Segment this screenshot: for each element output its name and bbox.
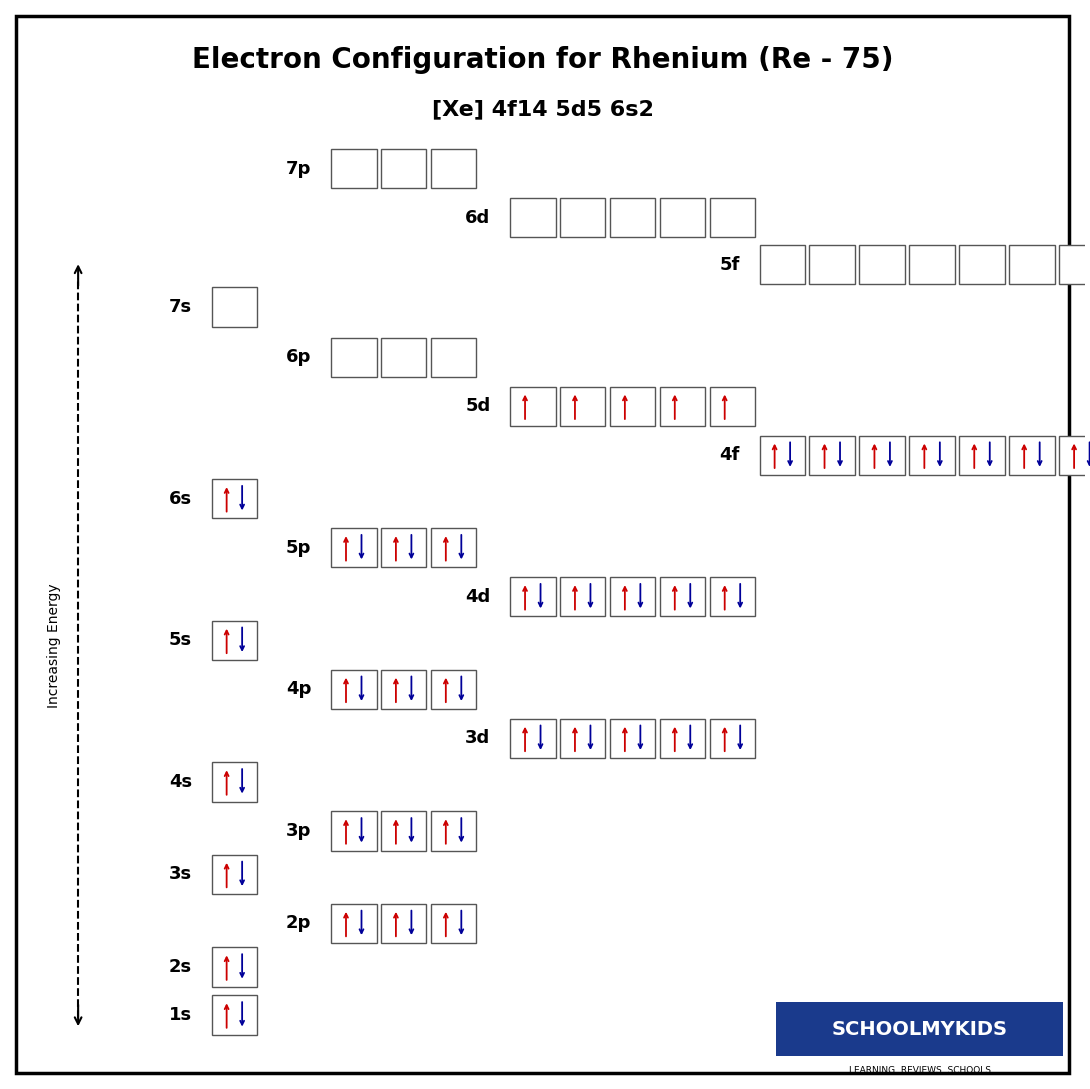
Text: 7s: 7s [169,298,192,316]
Text: 2s: 2s [169,958,192,976]
Text: 6d: 6d [465,209,490,227]
Text: LEARNING. REVIEWS. SCHOOLS: LEARNING. REVIEWS. SCHOOLS [849,1066,991,1075]
Text: 6p: 6p [286,348,312,366]
Text: 4f: 4f [719,446,740,464]
Text: 3s: 3s [169,866,192,883]
Text: 6s: 6s [169,490,192,507]
Text: SCHOOLMYKIDS: SCHOOLMYKIDS [832,1019,1007,1039]
FancyBboxPatch shape [510,719,556,758]
FancyBboxPatch shape [609,198,655,237]
FancyBboxPatch shape [211,762,257,802]
Text: Increasing Energy: Increasing Energy [47,583,61,708]
Text: 4p: 4p [286,681,312,698]
Text: 4s: 4s [169,773,192,791]
FancyBboxPatch shape [560,198,605,237]
FancyBboxPatch shape [659,198,705,237]
FancyBboxPatch shape [659,719,705,758]
Text: [Xe] 4f14 5d5 6s2: [Xe] 4f14 5d5 6s2 [432,99,654,119]
FancyBboxPatch shape [331,670,376,709]
FancyBboxPatch shape [710,387,755,426]
FancyBboxPatch shape [510,387,556,426]
FancyBboxPatch shape [1009,436,1055,475]
FancyBboxPatch shape [810,436,855,475]
FancyBboxPatch shape [1009,245,1055,284]
FancyBboxPatch shape [909,436,955,475]
FancyBboxPatch shape [431,528,476,567]
FancyBboxPatch shape [710,577,755,616]
Text: 3p: 3p [286,822,312,840]
Text: 3d: 3d [465,730,490,747]
FancyBboxPatch shape [380,811,426,851]
FancyBboxPatch shape [560,387,605,426]
Text: 7p: 7p [286,160,312,178]
Text: 5d: 5d [465,397,490,415]
FancyBboxPatch shape [510,198,556,237]
FancyBboxPatch shape [560,577,605,616]
FancyBboxPatch shape [211,947,257,987]
FancyBboxPatch shape [211,995,257,1035]
FancyBboxPatch shape [211,287,257,327]
FancyBboxPatch shape [710,719,755,758]
FancyBboxPatch shape [609,719,655,758]
FancyBboxPatch shape [609,387,655,426]
FancyBboxPatch shape [431,811,476,851]
FancyBboxPatch shape [609,577,655,616]
FancyBboxPatch shape [959,436,1005,475]
FancyBboxPatch shape [909,245,955,284]
Text: 1s: 1s [169,1006,192,1024]
FancyBboxPatch shape [431,149,476,188]
FancyBboxPatch shape [510,577,556,616]
FancyBboxPatch shape [211,855,257,894]
Text: 5p: 5p [286,539,312,556]
FancyBboxPatch shape [659,387,705,426]
FancyBboxPatch shape [431,338,476,377]
FancyBboxPatch shape [859,245,905,284]
FancyBboxPatch shape [1059,436,1090,475]
FancyBboxPatch shape [659,577,705,616]
FancyBboxPatch shape [380,528,426,567]
FancyBboxPatch shape [776,1002,1064,1056]
FancyBboxPatch shape [760,245,806,284]
FancyBboxPatch shape [431,670,476,709]
Text: 5s: 5s [169,632,192,649]
FancyBboxPatch shape [431,904,476,943]
FancyBboxPatch shape [760,436,806,475]
Text: 5f: 5f [719,256,740,273]
FancyBboxPatch shape [331,811,376,851]
FancyBboxPatch shape [710,198,755,237]
FancyBboxPatch shape [331,528,376,567]
FancyBboxPatch shape [1059,245,1090,284]
Text: Electron Configuration for Rhenium (Re - 75): Electron Configuration for Rhenium (Re -… [192,46,894,74]
Text: 4d: 4d [465,588,490,605]
Text: 2p: 2p [286,915,312,932]
FancyBboxPatch shape [331,904,376,943]
FancyBboxPatch shape [380,670,426,709]
FancyBboxPatch shape [959,245,1005,284]
FancyBboxPatch shape [380,338,426,377]
FancyBboxPatch shape [331,338,376,377]
FancyBboxPatch shape [380,149,426,188]
FancyBboxPatch shape [211,621,257,660]
FancyBboxPatch shape [560,719,605,758]
FancyBboxPatch shape [211,479,257,518]
FancyBboxPatch shape [810,245,855,284]
FancyBboxPatch shape [380,904,426,943]
FancyBboxPatch shape [859,436,905,475]
FancyBboxPatch shape [331,149,376,188]
